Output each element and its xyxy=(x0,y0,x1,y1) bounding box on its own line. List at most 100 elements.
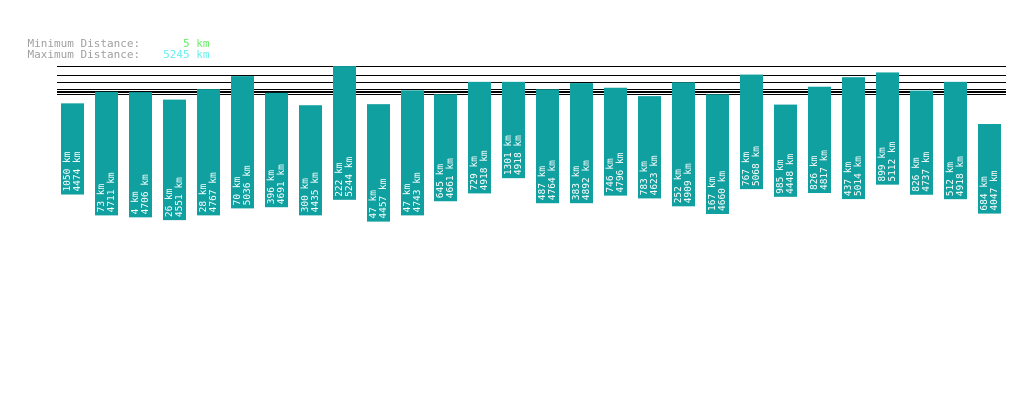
distance-bar-group: 252 km 4909 km xyxy=(672,82,695,207)
bar-lower-label: 47 km xyxy=(402,184,413,213)
bar-lower-label: 70 km xyxy=(232,177,243,206)
distance-bar xyxy=(367,104,390,222)
bar-lower-label: 899 km xyxy=(877,147,888,182)
minimum-distance-label: Minimum Distance: xyxy=(27,37,141,50)
maximum-distance-value: 5245 km xyxy=(163,48,210,61)
bar-lower-label: 826 km xyxy=(911,157,922,192)
bar-upper-label: 4892 km xyxy=(581,160,592,200)
minimum-distance-row: Minimum Distance: 5 km xyxy=(1,26,210,62)
bar-upper-label: 5068 km xyxy=(751,146,762,186)
distance-bar-group: 645 km 4661 km xyxy=(434,94,457,202)
bar-lower-label: 826 km xyxy=(809,155,820,190)
distance-bar-group: 300 km 4435 km xyxy=(299,105,322,216)
distance-bar xyxy=(706,94,729,215)
distance-bar-group: 512 km 4918 km xyxy=(944,81,967,200)
bar-upper-label: 4711 km xyxy=(106,172,117,212)
bar-lower-label: 396 km xyxy=(266,170,277,205)
distance-bar-group: 899 km 5112 km xyxy=(876,72,899,185)
distance-bar xyxy=(638,96,661,199)
distance-bar xyxy=(536,89,559,204)
bar-upper-label: 4457 km xyxy=(378,178,389,218)
distance-bar xyxy=(265,92,288,208)
bar-upper-label: 4474 km xyxy=(72,151,83,191)
distance-bar xyxy=(672,82,695,207)
distance-bar xyxy=(299,105,322,216)
distance-bar-group: 729 km 4918 km xyxy=(468,81,491,194)
distance-bar-group: 26 km 4551 km xyxy=(163,99,186,221)
bar-lower-label: 4 km xyxy=(130,191,141,214)
bar-upper-label: 4737 km xyxy=(921,151,932,191)
distance-bar xyxy=(197,89,220,216)
bar-upper-label: 4743 km xyxy=(412,172,423,212)
distance-bar xyxy=(944,81,967,200)
distance-bar-group: 70 km 5036 km xyxy=(231,76,254,209)
bar-lower-label: 300 km xyxy=(300,178,311,213)
bar-upper-label: 4909 km xyxy=(683,163,694,203)
bar-upper-label: 4623 km xyxy=(649,155,660,195)
bar-lower-label: 28 km xyxy=(198,183,209,212)
bar-upper-label: 4817 km xyxy=(819,150,830,190)
distance-bar xyxy=(910,90,933,195)
bar-upper-label: 4661 km xyxy=(445,158,456,198)
distance-bar xyxy=(401,90,424,216)
minimum-distance-value: 5 km xyxy=(183,37,210,50)
distance-bar-group: 437 km 5014 km xyxy=(842,77,865,200)
bar-upper-label: 5036 km xyxy=(242,165,253,205)
distance-bar-group: 47 km 4743 km xyxy=(401,90,424,216)
bar-lower-label: 167 km xyxy=(707,176,718,211)
distance-bar xyxy=(502,81,525,179)
bar-lower-label: 767 km xyxy=(741,152,752,187)
distance-bar-group: 783 km 4623 km xyxy=(638,96,661,199)
distance-bar xyxy=(333,66,356,200)
bar-lower-label: 1050 km xyxy=(62,151,73,191)
bar-lower-label: 729 km xyxy=(469,156,480,191)
distance-bar-group: 746 km 4796 km xyxy=(604,87,627,196)
bar-upper-label: 4047 km xyxy=(989,170,1000,210)
distance-bar xyxy=(842,77,865,200)
bar-lower-label: 512 km xyxy=(945,162,956,197)
distance-bar xyxy=(570,83,593,204)
bar-lower-label: 783 km xyxy=(639,161,650,196)
bar-lower-label: 487 km xyxy=(537,166,548,201)
bar-upper-label: 4764 km xyxy=(547,160,558,200)
bar-upper-label: 4448 km xyxy=(785,154,796,194)
bar-lower-label: 73 km xyxy=(96,184,107,213)
distance-bar-group: 684 km 4047 km xyxy=(978,124,1001,214)
distance-bar xyxy=(231,76,254,209)
bar-upper-label: 4767 km xyxy=(208,172,219,212)
distance-bar xyxy=(163,99,186,221)
bar-lower-label: 383 km xyxy=(571,166,582,201)
bar-lower-label: 437 km xyxy=(843,161,854,196)
distance-bar-group: 383 km 4892 km xyxy=(570,83,593,204)
bar-lower-label: 252 km xyxy=(673,169,684,204)
bar-upper-label: 4691 km xyxy=(276,164,287,204)
distance-bar-group: 826 km 4737 km xyxy=(910,90,933,195)
bar-upper-label: 4706 km xyxy=(140,174,151,214)
distance-bar xyxy=(774,104,797,197)
distance-bar-group: 1301 km 4918 km xyxy=(502,81,525,179)
distance-bar xyxy=(808,86,831,194)
distance-bar xyxy=(604,87,627,196)
bar-upper-label: 5244 km xyxy=(344,156,355,196)
bar-upper-label: 4918 km xyxy=(513,135,524,175)
distance-bar xyxy=(740,74,763,190)
distance-bar-group: 767 km 5068 km xyxy=(740,74,763,190)
distance-bar-group: 985 km 4448 km xyxy=(774,104,797,197)
bar-upper-label: 5112 km xyxy=(887,141,898,181)
bar-upper-label: 4551 km xyxy=(174,177,185,217)
distance-bar-group: 4 km 4706 km xyxy=(129,92,152,218)
distance-bar xyxy=(129,92,152,218)
distance-bar-group: 487 km 4764 km xyxy=(536,89,559,204)
distance-bar xyxy=(978,124,1001,214)
maximum-distance-row: Maximum Distance: 5245 km xyxy=(1,37,210,73)
distance-bar xyxy=(876,72,899,185)
bar-upper-label: 4918 km xyxy=(955,156,966,196)
distance-bar-group: 47 km 4457 km xyxy=(367,104,390,222)
distance-bar-group: 167 km 4660 km xyxy=(706,94,729,215)
bar-upper-label: 4918 km xyxy=(479,150,490,190)
distance-bar-group: 1050 km 4474 km xyxy=(61,103,84,195)
bar-lower-label: 1301 km xyxy=(503,135,514,175)
distance-bar xyxy=(468,81,491,194)
